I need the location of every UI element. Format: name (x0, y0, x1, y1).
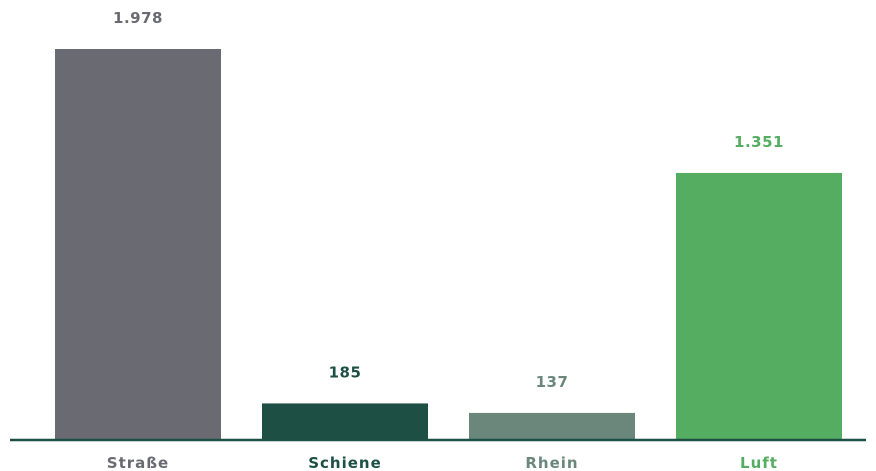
category-labels-group: Straße Schiene Rhein Luft (107, 454, 778, 471)
value-labels-group: 1.978 185 137 1.351 (113, 9, 784, 391)
category-label-rhein: Rhein (525, 454, 578, 471)
value-label-schiene: 185 (329, 363, 362, 381)
bar-rhein (469, 412, 635, 440)
bar-strasse (55, 49, 221, 440)
category-label-luft: Luft (740, 454, 778, 471)
value-label-luft: 1.351 (734, 133, 784, 151)
bar-schiene (262, 403, 428, 440)
value-label-rhein: 137 (536, 373, 569, 391)
category-label-schiene: Schiene (308, 454, 382, 471)
bar-luft (676, 172, 842, 440)
bars-group (55, 49, 842, 440)
value-label-strasse: 1.978 (113, 9, 163, 27)
category-label-strasse: Straße (107, 454, 169, 471)
